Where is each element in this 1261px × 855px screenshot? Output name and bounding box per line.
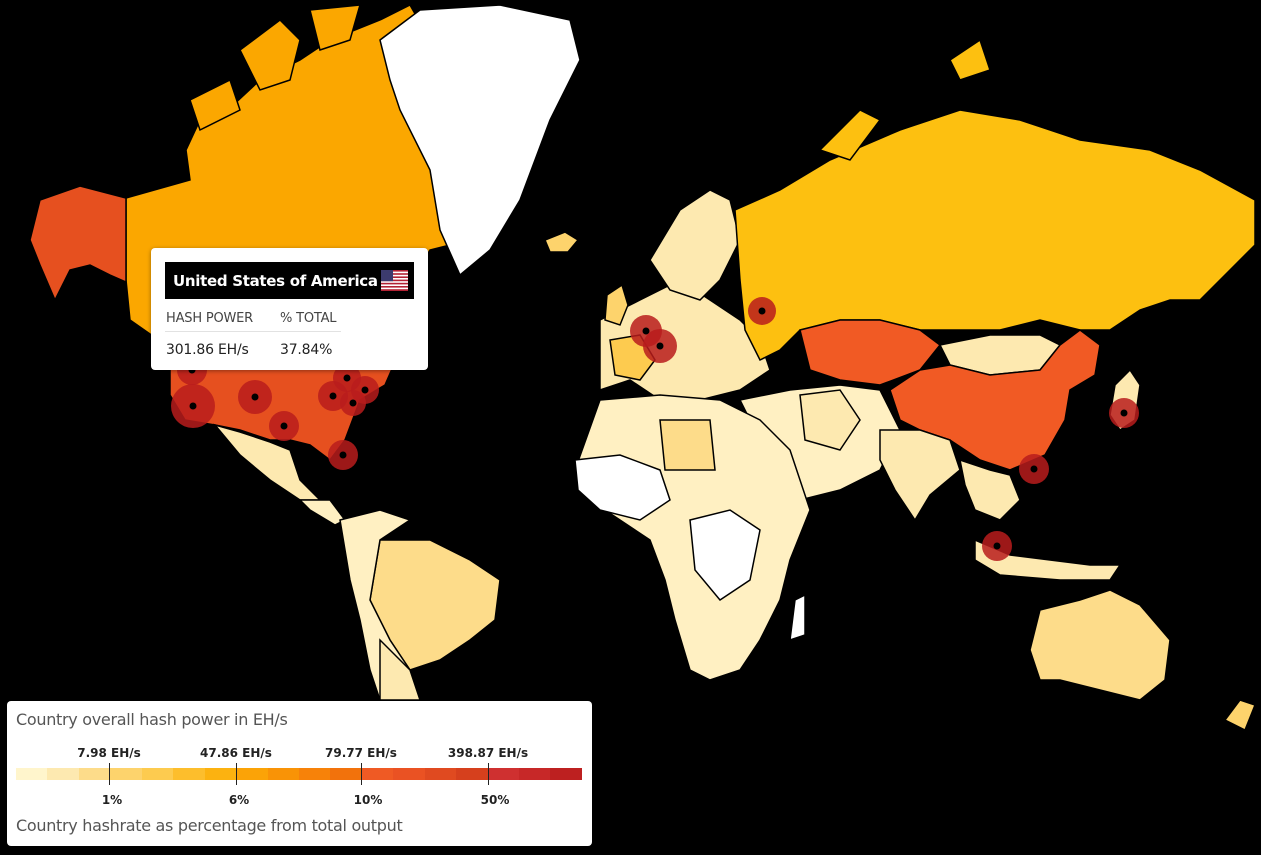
hash-power-header: HASH POWER [166,311,254,326]
legend-color-segment [298,768,331,780]
legend-hash-label: 398.87 EH/s [447,746,529,760]
country-madagascar[interactable] [789,593,806,642]
legend-tick [109,763,110,785]
legend-tick [236,763,237,785]
legend-color-segment [204,768,237,780]
country-russia[interactable] [734,109,1256,362]
legend-color-segment [550,768,582,780]
country-mexico[interactable] [212,423,322,501]
legend-color-segment [47,768,79,780]
legend-color-segment [424,768,457,780]
legend-pct-label: 6% [228,793,250,807]
mining-marker[interactable] [238,380,272,414]
mining-marker[interactable] [643,329,677,363]
legend-tick [488,763,489,785]
country-iceland[interactable] [544,231,580,253]
legend-pct-label: 10% [353,793,383,807]
country-greenland[interactable] [379,4,581,277]
country-alaska[interactable] [29,185,127,302]
legend-color-scale [16,768,582,780]
country-russia-north-islands[interactable] [818,38,991,161]
pct-total-header: % TOTAL [280,311,337,326]
tooltip-header: United States of America [165,262,414,299]
legend-color-segment [110,768,142,780]
legend-pct-label: 1% [101,793,123,807]
legend-color-segment [487,768,519,780]
country-iran[interactable] [799,389,861,451]
legend-hash-label: 47.86 EH/s [200,746,272,760]
mining-marker[interactable] [328,440,358,470]
legend-color-segment [141,768,174,780]
country-canada-islands[interactable] [189,4,362,132]
legend-pct-label: 50% [480,793,510,807]
us-flag-icon [381,270,408,291]
legend-color-segment [78,768,111,780]
legend-color-segment [16,768,48,780]
country-west-africa-no-data[interactable] [574,454,671,521]
country-indonesia[interactable] [974,538,1122,581]
mining-marker[interactable] [351,376,379,404]
legend-title: Country overall hash power in EH/s [16,710,288,729]
country-australia[interactable] [1029,589,1171,701]
legend-hash-label: 79.77 EH/s [325,746,397,760]
country-kazakhstan[interactable] [799,319,942,386]
country-new-zealand[interactable] [1223,699,1256,732]
mining-marker[interactable] [1019,454,1049,484]
country-argentina[interactable] [379,638,422,701]
mining-markers [171,297,1139,561]
tooltip-country-name: United States of America [173,272,378,290]
country-central-africa-no-data[interactable] [689,509,761,601]
tooltip-divider [165,331,341,332]
legend-color-segment [267,768,299,780]
country-tooltip: United States of America HASH POWER % TO… [151,248,428,370]
legend-subtitle: Country hashrate as percentage from tota… [16,816,403,835]
legend-color-segment [236,768,268,780]
legend-color-segment [519,768,551,780]
legend-color-segment [393,768,425,780]
country-libya[interactable] [659,419,716,471]
legend-color-segment [173,768,205,780]
legend-color-segment [330,768,362,780]
mining-marker[interactable] [269,411,299,441]
mining-marker[interactable] [171,384,215,428]
mining-marker[interactable] [1109,398,1139,428]
legend-color-segment [456,768,488,780]
legend: Country overall hash power in EH/s 7.98 … [7,701,592,846]
legend-tick [361,763,362,785]
country-uk[interactable] [604,283,629,326]
mining-marker[interactable] [748,297,776,325]
hash-power-value: 301.86 EH/s [166,342,249,358]
legend-color-segment [361,768,394,780]
country-india[interactable] [879,429,961,522]
pct-total-value: 37.84% [280,342,333,358]
legend-hash-label: 7.98 EH/s [77,746,141,760]
mining-marker[interactable] [982,531,1012,561]
country-se-asia[interactable] [959,458,1021,521]
